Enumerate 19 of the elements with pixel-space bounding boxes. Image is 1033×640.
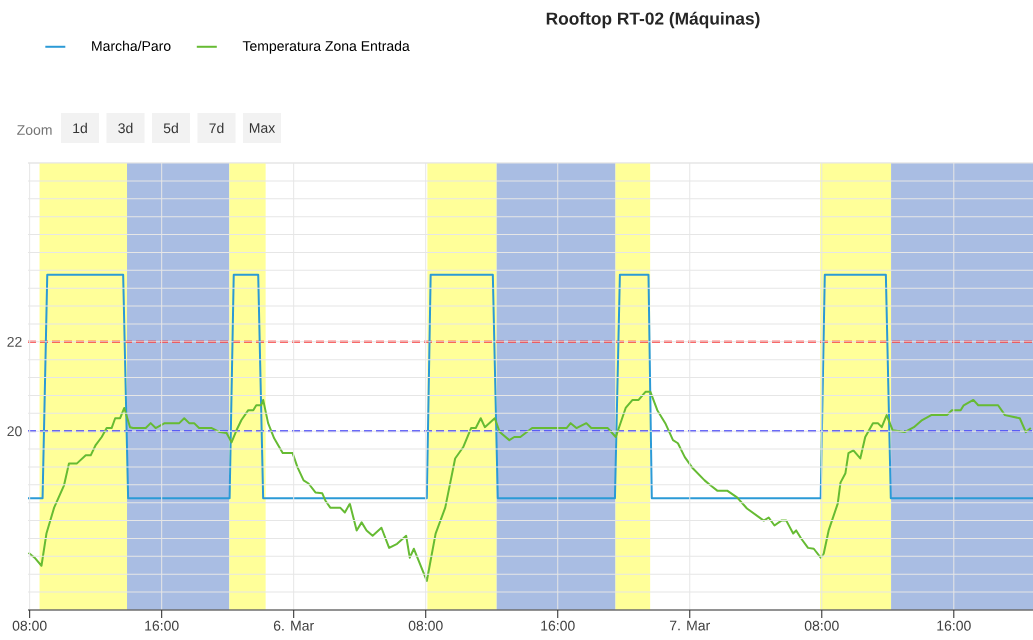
x-tick-label: 6. Mar: [273, 620, 314, 631]
y-tick-label: 20: [7, 426, 22, 437]
text: 7d: [209, 122, 224, 134]
legend-label: Marcha/Paro: [92, 40, 171, 51]
text: 3d: [118, 122, 133, 134]
text: 1d: [73, 122, 87, 134]
legend-label: Temperatura Zona Entrada: [242, 40, 410, 54]
text: Max: [249, 123, 276, 133]
x-tick-label: 16:00: [541, 620, 575, 631]
x-tick-label: 08:00: [408, 620, 443, 631]
x-tick-label: 08:00: [804, 620, 839, 631]
text: 5d: [163, 122, 178, 134]
chart-title: Rooftop RT-02 (Máquinas): [546, 11, 760, 29]
x-tick-label: 08:00: [12, 620, 47, 631]
x-tick-label: 7. Mar: [669, 620, 710, 631]
x-tick-label: 16:00: [937, 620, 971, 631]
y-tick-label: 22: [7, 336, 22, 347]
text: Zoom: [17, 125, 52, 135]
x-tick-label: 16:00: [145, 620, 179, 631]
